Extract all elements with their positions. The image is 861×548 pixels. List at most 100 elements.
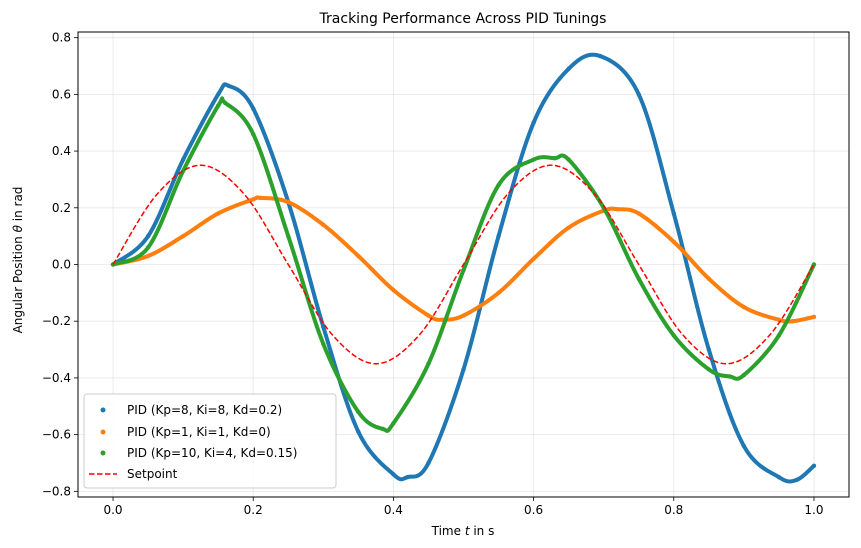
data-point [741,372,747,378]
legend-entry: PID (Kp=1, Ki=1, Kd=0) [100,425,271,439]
data-point [391,421,396,426]
data-point [531,256,536,262]
y-tick-label: 0.0 [52,258,71,272]
data-point [251,106,256,111]
data-point [356,429,361,434]
data-point [356,253,361,259]
data-point [706,367,712,372]
data-point [145,253,151,259]
x-tick-label: 0.0 [103,503,122,517]
data-point [496,233,501,239]
y-tick-label: −0.4 [42,371,71,385]
legend-label-series-3: PID (Kp=10, Ki=4, Kd=0.15) [127,446,297,460]
data-point [426,460,431,466]
data-point [776,474,782,480]
data-point [552,155,557,161]
data-point [405,474,410,480]
data-point [671,333,676,338]
legend-label-series-1: PID (Kp=8, Ki=8, Kd=0.2) [127,403,282,417]
data-point [741,443,747,449]
series-trace [111,52,816,484]
data-point [706,347,712,352]
y-axis-label: Angular Position θ in rad [11,187,25,334]
data-point [356,409,361,415]
legend-entry: PID (Kp=8, Ki=8, Kd=0.2) [100,403,282,417]
data-point [226,83,231,89]
x-tick-label: 0.4 [384,503,403,517]
data-point [706,276,712,281]
ticks: 0.0 0.2 0.4 0.6 0.8 1.0 −0.8 −0.6 −0.4 −0.2 0.0 0.2… [42,31,824,517]
data-point [145,233,151,239]
data-point [531,120,536,125]
data-point [426,313,431,318]
data-point [180,233,186,239]
data-point [222,100,228,106]
data-point [461,313,466,318]
data-point [215,103,221,108]
data-point [258,195,263,201]
y-tick-label: 0.8 [52,31,71,45]
x-tick-label: 0.8 [664,503,683,517]
data-point [615,207,620,212]
data-point [566,225,571,230]
y-tick-label: 0.2 [52,201,71,215]
y-tick-label: 0.4 [52,144,71,158]
data-point [426,361,431,366]
plot-area [110,52,817,484]
data-point [794,477,799,483]
legend-label-setpoint: Setpoint [127,467,178,481]
y-tick-label: 0.6 [52,87,71,101]
legend-label-series-2: PID (Kp=1, Ki=1, Kd=0) [127,425,271,439]
data-point [636,92,641,97]
data-point [321,222,326,228]
legend-marker-series-1 [100,407,106,413]
y-tick-label: −0.6 [42,428,71,442]
x-axis-label: Time t in s [431,524,495,538]
chart-title: Tracking Performance Across PID Tunings [319,11,607,27]
data-point [531,157,536,162]
data-point [461,267,466,273]
legend-entry: PID (Kp=10, Ki=4, Kd=0.15) [100,446,297,460]
data-point [776,333,782,338]
setpoint-line [112,164,815,365]
data-point [496,290,501,296]
data-point [727,374,733,379]
data-point [671,239,676,245]
data-point [251,197,256,202]
data-point [636,211,641,216]
data-point [597,53,603,59]
data-point [790,319,796,324]
legend-marker-series-2 [100,429,106,435]
data-point [671,211,676,216]
legend-marker-series-3 [100,450,106,456]
series-4 [112,164,815,365]
data-point [286,233,291,239]
series-2 [110,195,817,324]
data-point [741,304,747,310]
x-tick-label: 1.0 [804,503,823,517]
data-point [180,157,186,162]
data-point [391,472,396,477]
legend: PID (Kp=8, Ki=8, Kd=0.2) PID (Kp=1, Ki=1… [83,393,337,489]
y-tick-label: −0.2 [42,314,71,328]
data-point [811,314,817,320]
x-tick-label: 0.2 [244,503,263,517]
data-point [811,463,817,469]
series-trace [111,195,816,324]
data-point [461,367,466,372]
series-1 [110,52,817,484]
data-point [391,287,396,293]
data-point [215,92,221,97]
data-point [286,199,291,205]
legend-entry: Setpoint [89,467,178,481]
data-point [566,157,571,162]
data-point [321,341,326,347]
data-point [496,182,501,188]
legend-box [83,393,337,489]
y-tick-label: −0.8 [42,484,71,498]
data-point [380,426,386,432]
data-point [636,276,641,281]
x-tick-label: 0.6 [524,503,543,517]
data-point [251,131,256,137]
